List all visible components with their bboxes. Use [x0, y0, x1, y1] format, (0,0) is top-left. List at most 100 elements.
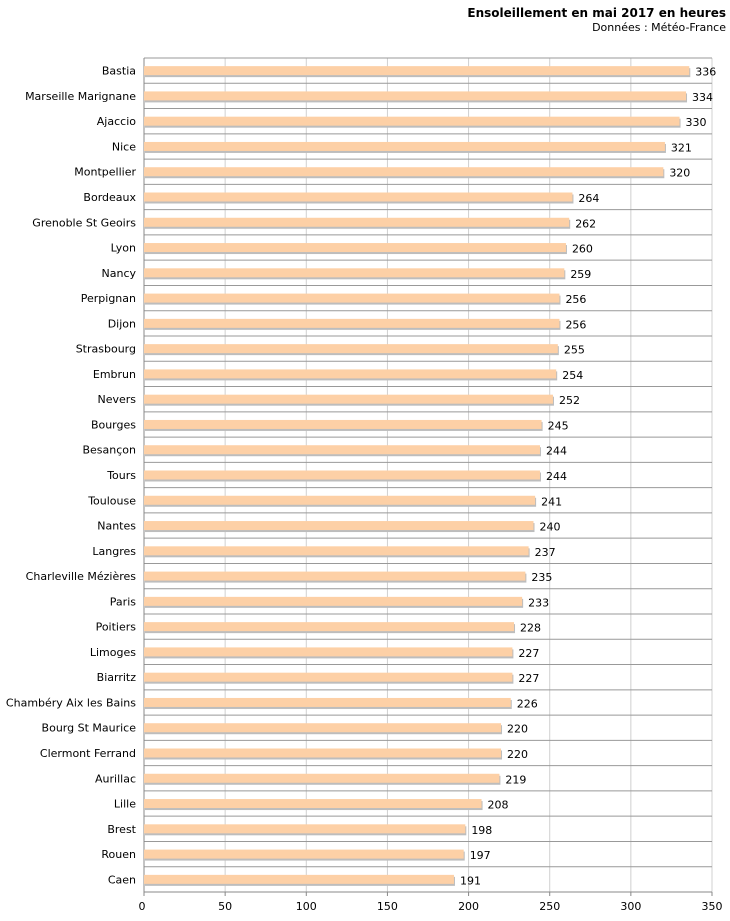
- category-label: Lille: [114, 798, 136, 811]
- value-label: 256: [565, 293, 586, 306]
- value-label: 240: [539, 521, 560, 534]
- bar: [144, 445, 540, 455]
- bar: [144, 243, 566, 253]
- bar: [144, 318, 560, 328]
- value-label: 244: [546, 470, 567, 483]
- category-label: Caen: [108, 873, 136, 886]
- value-label: 191: [460, 874, 481, 887]
- bar: [144, 849, 464, 859]
- category-label: Besançon: [82, 444, 136, 457]
- category-label: Aurillac: [95, 772, 136, 785]
- category-label: Strasbourg: [76, 343, 136, 356]
- category-label: Charleville Mézières: [26, 570, 137, 583]
- category-label: Rouen: [101, 848, 136, 861]
- bar: [144, 268, 565, 278]
- bar: [144, 217, 570, 227]
- value-label: 219: [505, 773, 526, 786]
- category-label: Langres: [92, 545, 136, 558]
- bar: [144, 596, 523, 606]
- category-label: Marseille Marignane: [25, 90, 136, 103]
- category-label: Ajaccio: [97, 115, 136, 128]
- value-label: 255: [564, 344, 585, 357]
- value-label: 245: [548, 419, 569, 432]
- category-label: Bourges: [91, 418, 136, 431]
- value-label: 198: [471, 824, 492, 837]
- value-label: 256: [565, 318, 586, 331]
- x-tick-label: 150: [377, 900, 398, 913]
- bar: [144, 192, 573, 202]
- x-tick-label: 350: [702, 900, 723, 913]
- category-label: Tours: [106, 469, 136, 482]
- value-label: 320: [669, 167, 690, 180]
- value-label: 220: [507, 723, 528, 736]
- x-tick-label: 300: [620, 900, 641, 913]
- category-label: Grenoble St Geoirs: [32, 216, 136, 229]
- value-label: 226: [517, 697, 538, 710]
- value-label: 262: [575, 217, 596, 230]
- x-tick-label: 50: [218, 900, 232, 913]
- value-label: 259: [570, 268, 591, 281]
- category-label: Bordeaux: [83, 191, 136, 204]
- category-label: Perpignan: [81, 292, 136, 305]
- x-tick-label: 250: [539, 900, 560, 913]
- bar: [144, 773, 500, 783]
- value-label: 264: [578, 192, 599, 205]
- bar: [144, 293, 560, 303]
- bar: [144, 66, 690, 76]
- bar: [144, 622, 515, 632]
- bar: [144, 546, 529, 556]
- value-label: 235: [531, 571, 552, 584]
- bar: [144, 167, 664, 177]
- bar: [144, 521, 534, 531]
- value-label: 227: [518, 672, 539, 685]
- category-label: Brest: [107, 823, 136, 836]
- category-label: Nice: [112, 140, 136, 153]
- value-label: 260: [572, 243, 593, 256]
- value-label: 321: [671, 141, 692, 154]
- bar: [144, 91, 687, 101]
- bar: [144, 571, 526, 581]
- category-label: Biarritz: [97, 671, 137, 684]
- bar: [144, 141, 665, 151]
- value-label: 237: [535, 546, 556, 559]
- bar: [144, 495, 536, 505]
- bar: [144, 647, 513, 657]
- category-label: Embrun: [93, 368, 136, 381]
- bar: [144, 874, 454, 884]
- bar: [144, 419, 542, 429]
- category-label: Poitiers: [96, 621, 137, 634]
- value-label: 233: [528, 596, 549, 609]
- value-label: 220: [507, 748, 528, 761]
- bar: [144, 470, 540, 480]
- category-label: Nantes: [97, 520, 136, 533]
- category-label: Dijon: [108, 317, 136, 330]
- value-label: 330: [686, 116, 707, 129]
- category-label: Montpellier: [74, 166, 136, 179]
- value-label: 254: [562, 369, 583, 382]
- category-label: Lyon: [111, 242, 136, 255]
- value-label: 197: [470, 849, 491, 862]
- value-label: 252: [559, 394, 580, 407]
- category-label: Bastia: [102, 65, 136, 78]
- bar: [144, 697, 511, 707]
- bar: [144, 723, 502, 733]
- bar: [144, 799, 482, 809]
- bar: [144, 672, 513, 682]
- category-label: Chambéry Aix les Bains: [6, 696, 136, 709]
- bar: [144, 344, 558, 354]
- category-label: Limoges: [90, 646, 136, 659]
- value-label: 241: [541, 495, 562, 508]
- value-label: 208: [488, 799, 509, 812]
- category-label: Toulouse: [87, 494, 136, 507]
- value-label: 227: [518, 647, 539, 660]
- chart-subtitle: Données : Météo-France: [592, 21, 726, 34]
- bar: [144, 824, 466, 834]
- category-label: Paris: [110, 595, 136, 608]
- category-label: Nancy: [102, 267, 137, 280]
- value-label: 244: [546, 445, 567, 458]
- value-label: 334: [692, 91, 713, 104]
- bar: [144, 748, 502, 758]
- category-label: Bourg St Maurice: [42, 722, 137, 735]
